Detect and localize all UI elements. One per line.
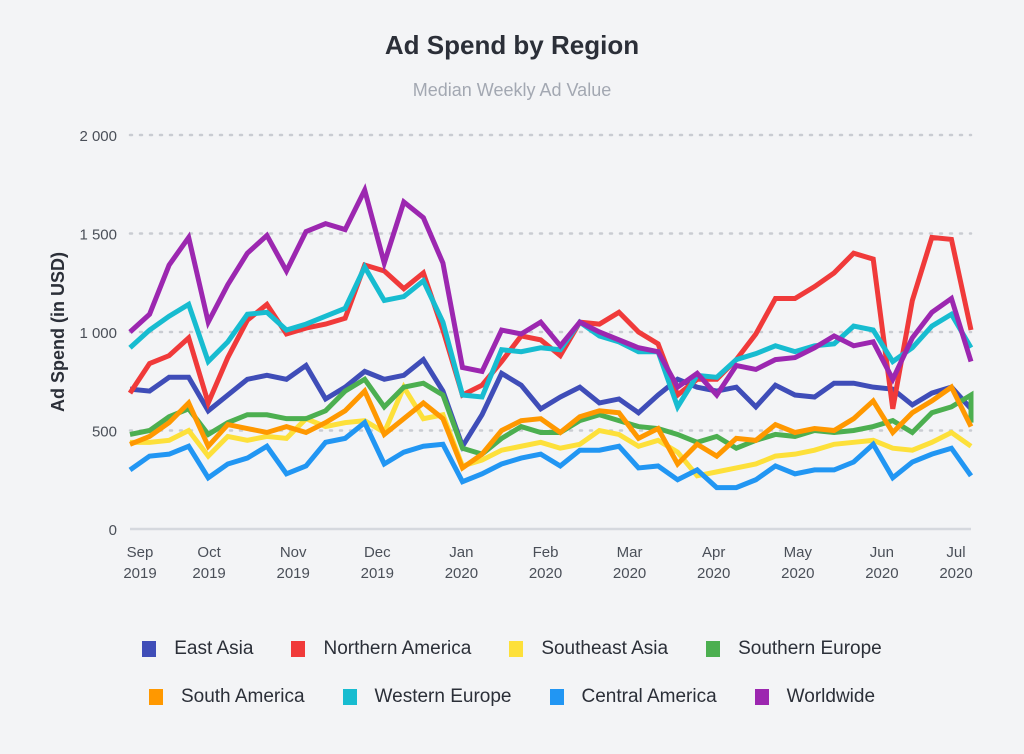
legend-swatch — [509, 641, 524, 657]
x-tick-label: Feb 2020 — [529, 544, 562, 582]
legend-label: South America — [180, 686, 305, 707]
x-tick-month: Mar — [617, 544, 643, 561]
legend-swatch — [142, 641, 157, 657]
y-tick-label: 1 000 — [79, 325, 117, 342]
series-line-east-asia — [129, 355, 973, 452]
y-tick-label: 0 — [109, 522, 117, 539]
x-tick-year: 2020 — [865, 565, 898, 582]
legend-swatch — [148, 689, 163, 705]
x-tick-label: May 2020 — [781, 544, 814, 582]
legend-item-northern-america[interactable]: Northern America — [291, 638, 471, 660]
x-tick-year: 2020 — [939, 565, 972, 582]
x-tick-month: Oct — [197, 544, 221, 561]
legend-label: Western Europe — [374, 686, 512, 707]
legend-row-1: East Asia Northern America Southeast Asia S… — [0, 638, 1024, 660]
x-tick-month: Jan — [449, 544, 473, 561]
x-tick-year: 2019 — [192, 565, 225, 582]
legend-swatch — [754, 689, 769, 705]
series-line-western-europe — [128, 261, 974, 413]
legend-item-worldwide[interactable]: Worldwide — [754, 686, 876, 708]
x-tick-label: Apr 2020 — [697, 544, 730, 582]
x-tick-month: Jun — [870, 544, 894, 561]
x-tick-label: Jan 2020 — [445, 544, 478, 582]
x-axis-ticks: Sep 2019 Oct 2019 Nov 2019 Dec 2019 Jan 2020 Feb 20… — [123, 544, 972, 582]
series-line-worldwide — [128, 183, 974, 400]
x-tick-year: 2020 — [529, 565, 562, 582]
x-tick-month: Nov — [280, 544, 307, 561]
series-lines — [127, 183, 974, 491]
x-tick-label: Mar 2020 — [613, 544, 646, 582]
x-tick-year: 2019 — [277, 565, 310, 582]
legend-swatch — [549, 689, 564, 705]
legend-label: Southeast Asia — [541, 638, 669, 659]
legend-label: Central America — [581, 686, 717, 707]
legend-item-south-america[interactable]: South America — [148, 686, 305, 708]
x-tick-year: 2020 — [697, 565, 730, 582]
x-tick-year: 2019 — [123, 565, 156, 582]
x-tick-month: Dec — [364, 544, 391, 561]
chart-title: Ad Spend by Region — [384, 30, 640, 60]
x-tick-label: Nov 2019 — [277, 544, 310, 582]
legend-item-east-asia[interactable]: East Asia — [142, 638, 253, 660]
series-line-central-america — [128, 418, 974, 491]
legend-row-2: South America Western Europe Central Ameri… — [0, 686, 1024, 708]
legend-item-southeast-asia[interactable]: Southeast Asia — [509, 638, 668, 660]
legend-item-central-america[interactable]: Central America — [549, 686, 717, 708]
y-axis-label: Ad Spend (in USD) — [48, 252, 68, 412]
y-tick-label: 2 000 — [79, 128, 117, 145]
y-tick-label: 500 — [92, 424, 117, 441]
x-tick-year: 2020 — [613, 565, 646, 582]
x-tick-month: Feb — [533, 544, 559, 561]
x-tick-label: Dec 2019 — [361, 544, 394, 582]
x-tick-year: 2020 — [445, 565, 478, 582]
legend-label: East Asia — [174, 638, 254, 659]
x-tick-label: Oct 2019 — [192, 544, 225, 582]
chart-subtitle: Median Weekly Ad Value — [412, 80, 612, 100]
legend-swatch — [291, 641, 306, 657]
legend-item-western-europe[interactable]: Western Europe — [342, 686, 512, 708]
x-tick-month: Sep — [127, 544, 154, 561]
x-tick-month: May — [784, 544, 813, 561]
legend-label: Northern America — [323, 638, 472, 659]
y-axis-ticks: 0 500 1 000 1 500 2 000 — [79, 128, 117, 539]
x-tick-year: 2020 — [781, 565, 814, 582]
x-tick-label: Jun 2020 — [865, 544, 898, 582]
x-tick-label: Jul 2020 — [939, 544, 972, 582]
legend-item-southern-europe[interactable]: Southern Europe — [706, 638, 882, 660]
line-chart: 0 500 1 000 1 500 2 000 Sep 2019 Oct 2019 Nov 201… — [48, 128, 974, 582]
legend-label: Worldwide — [786, 686, 876, 707]
x-tick-month: Apr — [702, 544, 725, 561]
series-line-southeast-asia — [130, 381, 973, 479]
x-tick-year: 2019 — [361, 565, 394, 582]
x-tick-label: Sep 2019 — [123, 544, 156, 582]
x-tick-month: Jul — [946, 544, 965, 561]
legend-swatch — [706, 641, 721, 657]
y-tick-label: 1 500 — [79, 227, 117, 244]
series-line-south-america — [129, 383, 974, 472]
legend-label: Southern Europe — [738, 638, 882, 659]
legend-swatch — [342, 689, 357, 705]
